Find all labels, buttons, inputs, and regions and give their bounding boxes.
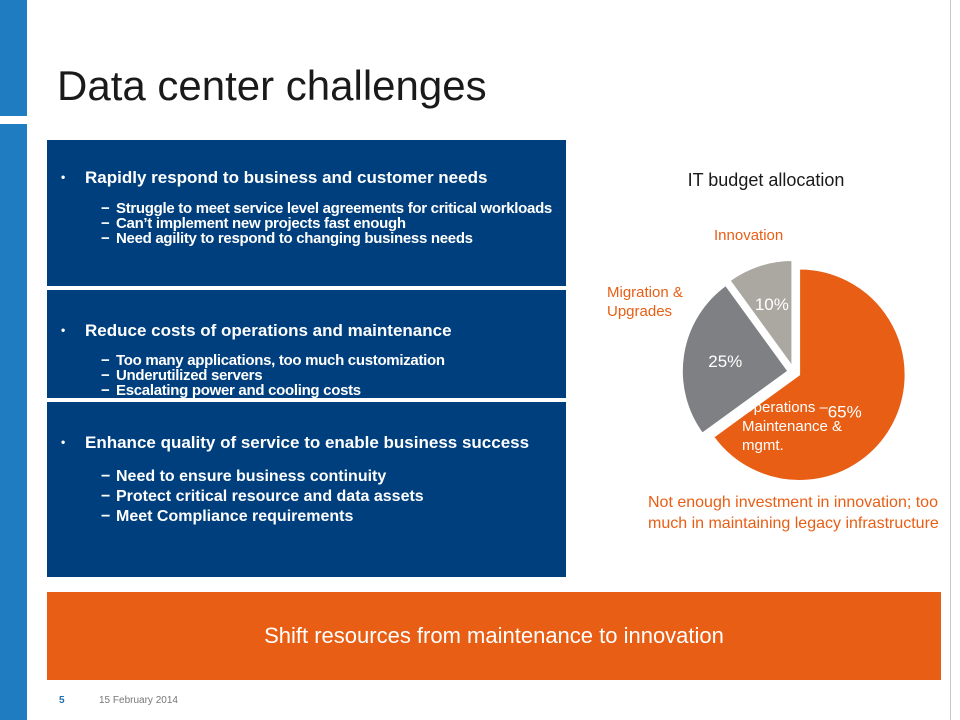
challenge-point-text: Underutilized servers [116,367,263,384]
challenge-heading-text: Enhance quality of service to enable bus… [85,433,530,452]
bullet-dot-icon: • [61,170,66,184]
dash-icon: − [101,508,111,525]
challenge-point-text: Need agility to respond to changing busi… [116,230,473,247]
budget-pie-chart: IT budget allocation 65% 25% 10% Operations… [607,170,907,482]
dash-icon: − [101,352,110,369]
challenge-point-text: Struggle to meet service level agreement… [116,200,552,217]
pie-slice-operations [712,267,907,482]
challenge-point: − Need to ensure business continuity [57,467,557,487]
chart-callout: Not enough investment in innovation; too… [648,494,939,532]
challenge-section-3: • Enhance quality of service to enable b… [57,433,557,527]
dash-icon: − [101,488,111,505]
challenge-point-text: Too many applications, too much customiz… [116,352,445,369]
challenge-point-text: Escalating power and cooling costs [116,382,361,399]
side-accent-bar-top [0,0,27,116]
dash-icon: − [101,215,110,232]
challenge-point: − Struggle to meet service level agreeme… [57,201,557,216]
challenges-panel [47,140,566,577]
challenge-heading: • Reduce costs of operations and mainten… [57,321,557,341]
panel-divider [47,398,566,402]
challenge-heading: • Enhance quality of service to enable b… [57,433,557,453]
slide-title: Data center challenges [57,62,487,109]
challenge-heading-text: Reduce costs of operations and maintenan… [85,321,452,340]
challenge-heading-text: Rapidly respond to business and customer… [85,168,488,187]
dash-icon: − [101,230,110,247]
challenge-point-text: Can’t implement new projects fast enough [116,215,406,232]
challenge-point-text: Protect critical resource and data asset… [116,488,424,505]
challenge-point: − Protect critical resource and data ass… [57,487,557,507]
pie-slice-innovation [728,259,793,369]
pie-slice-migration [681,284,790,435]
challenge-point: − Need agility to respond to changing bu… [57,231,557,246]
challenge-point-text: Meet Compliance requirements [116,508,354,525]
bullet-dot-icon: • [61,323,66,337]
right-edge-rule [950,0,951,720]
banner-text: Shift resources from maintenance to inno… [264,623,724,648]
pie-slices [681,259,907,482]
challenge-point: − Meet Compliance requirements [57,507,557,527]
footer-date: 15 February 2014 [99,695,178,706]
slice-value-label: 65% [828,402,862,421]
slice-category-label: Innovation [714,227,783,244]
challenge-point: − Too many applications, too much custom… [57,353,557,368]
challenge-point: − Escalating power and cooling costs [57,383,557,398]
slice-category-label: Operations – Maintenance & mgmt. [742,399,842,454]
dash-icon: − [101,367,110,384]
challenge-point: − Can’t implement new projects fast enou… [57,216,557,231]
side-accent-bar-bottom [0,124,27,720]
page-number: 5 [59,695,65,706]
dash-icon: − [101,382,110,399]
chart-title: IT budget allocation [688,170,845,190]
challenge-point: − Underutilized servers [57,368,557,383]
dash-icon: − [101,200,110,217]
bullet-dot-icon: • [61,435,66,449]
slice-value-label: 10% [755,295,789,314]
panel-divider [47,286,566,290]
key-message-banner: Shift resources from maintenance to inno… [47,592,941,680]
slice-category-label: Migration & Upgrades [607,284,683,320]
challenge-section-2: • Reduce costs of operations and mainten… [57,321,557,398]
challenge-point-text: Need to ensure business continuity [116,468,387,485]
challenge-heading: • Rapidly respond to business and custom… [57,168,557,188]
slice-value-label: 25% [708,352,742,371]
dash-icon: − [101,468,111,485]
pie-labels: 65% 25% 10% Operations – Maintenance & mgmt. M… [607,227,862,454]
challenge-section-1: • Rapidly respond to business and custom… [57,168,557,246]
